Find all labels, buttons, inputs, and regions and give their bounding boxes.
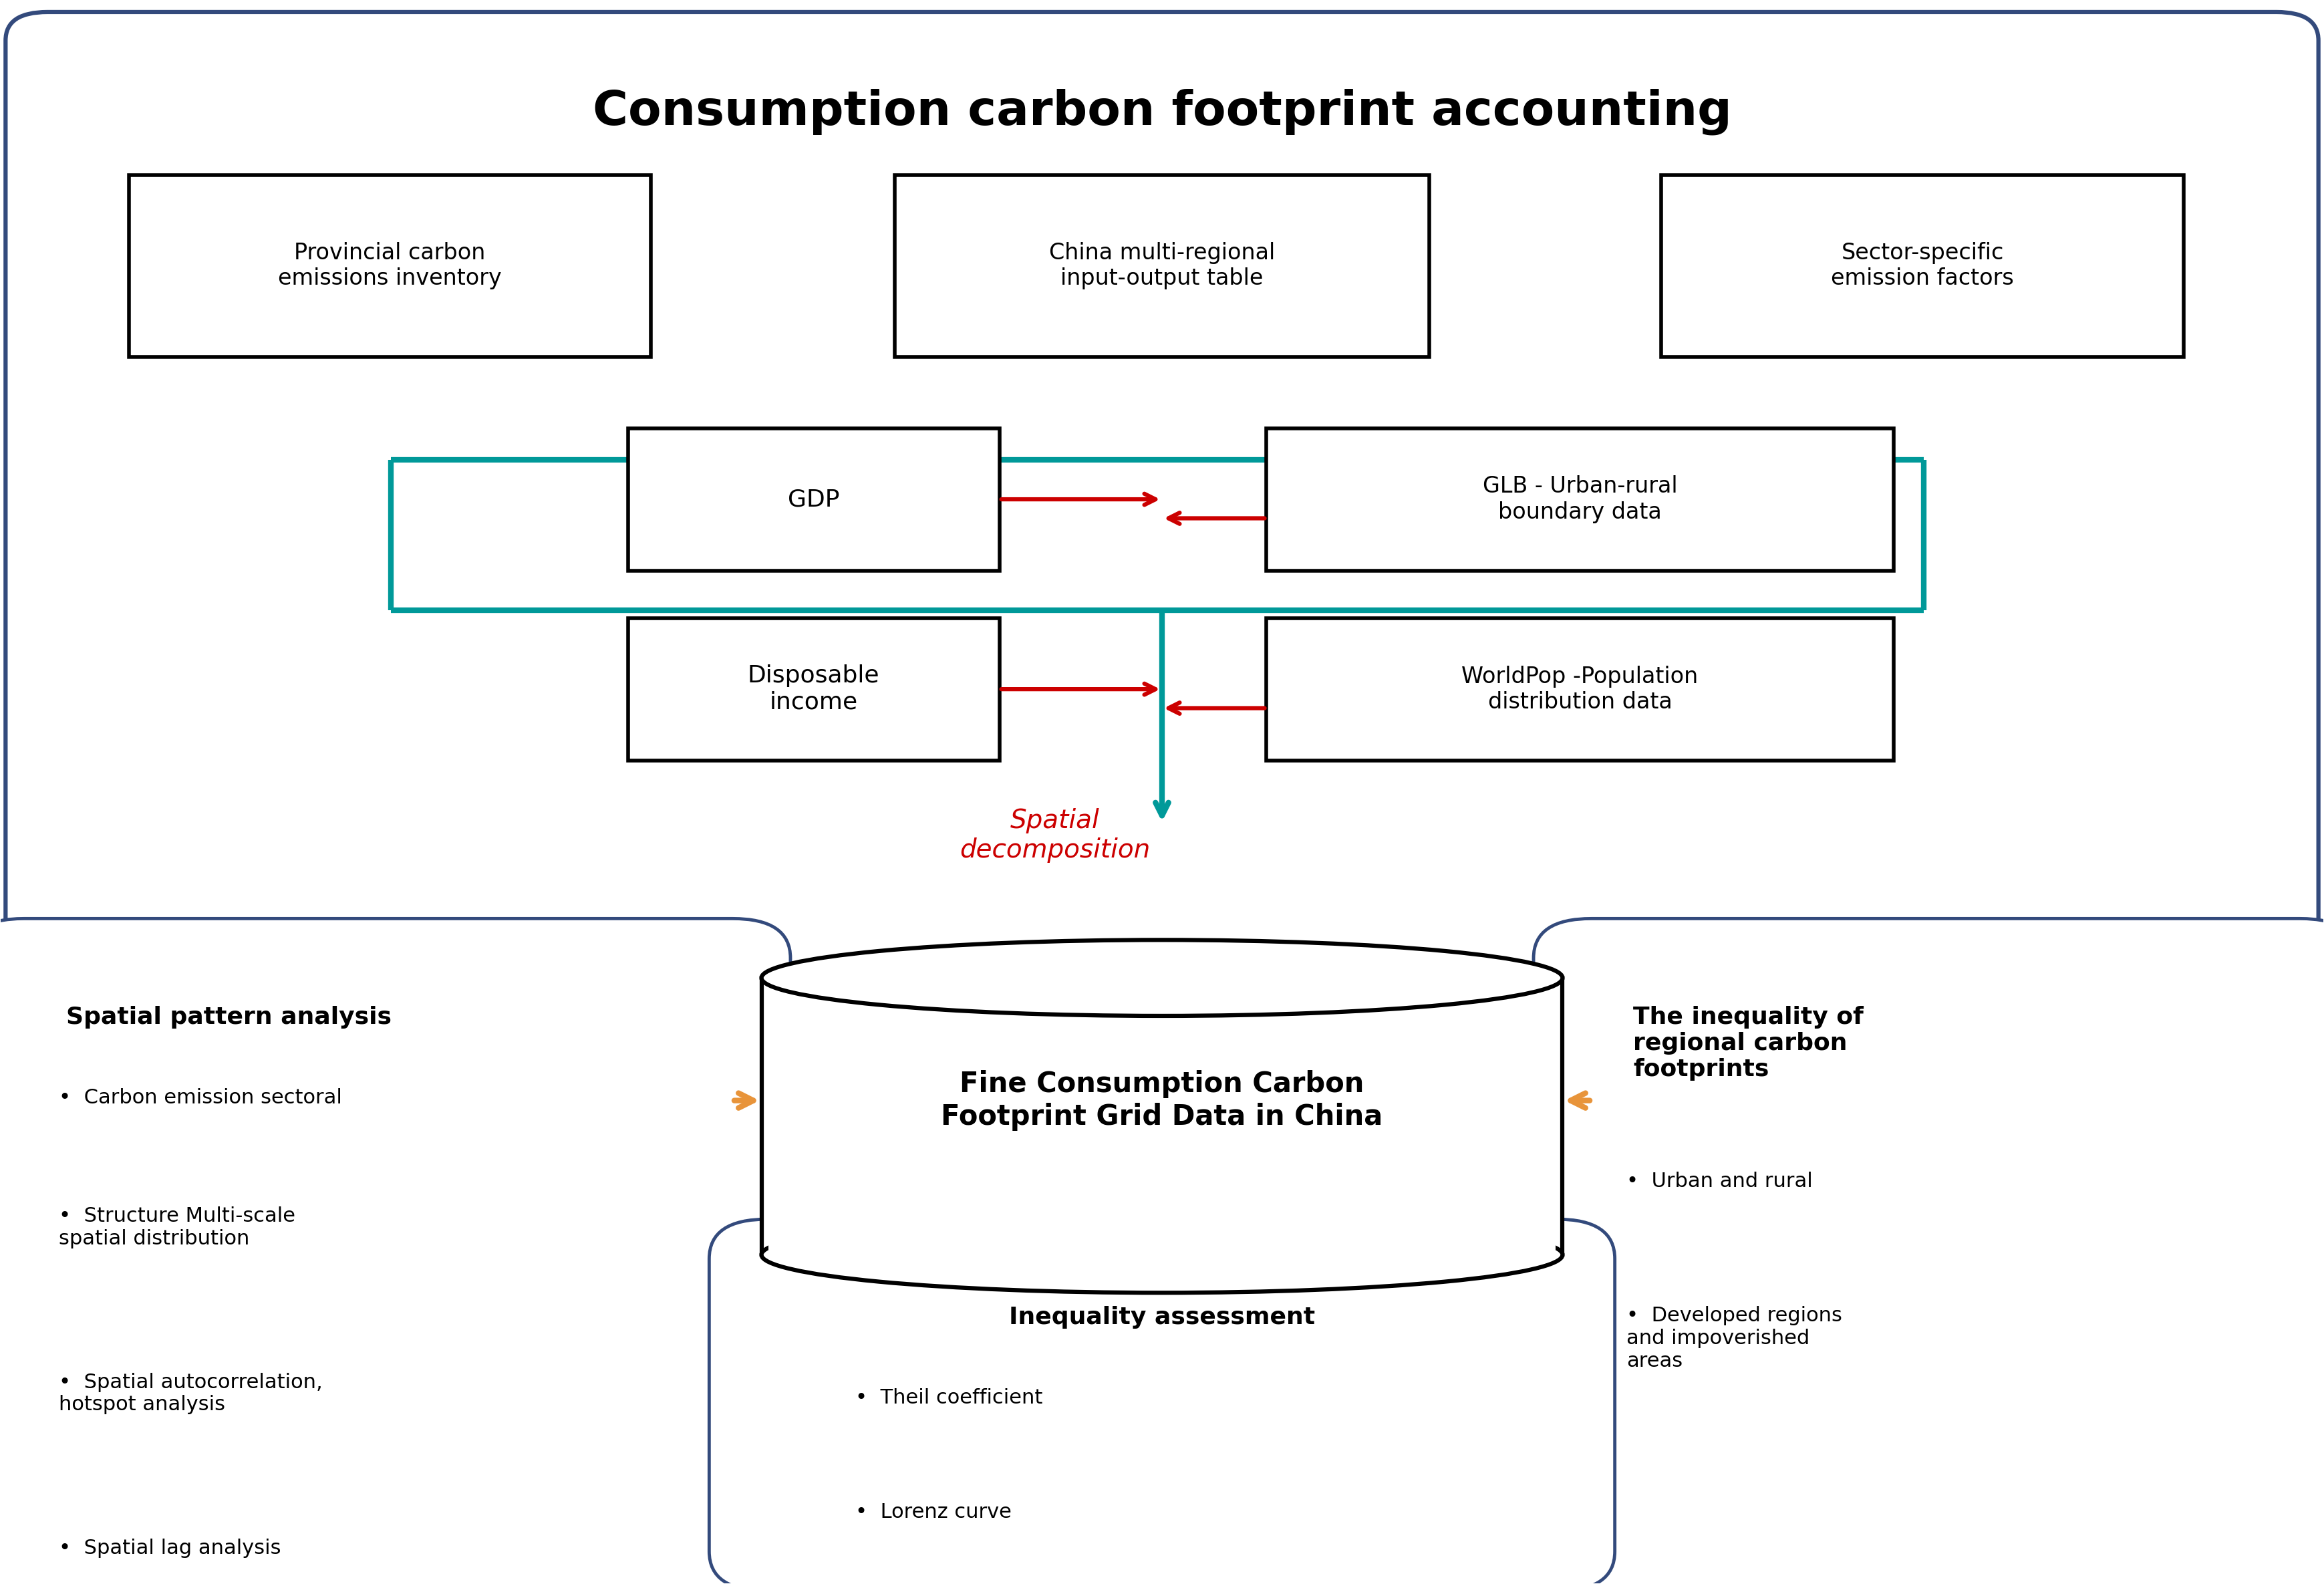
Text: •  Urban and rural: • Urban and rural <box>1627 1172 1813 1191</box>
Bar <box>769 977 1555 1255</box>
Text: Spatial
decomposition: Spatial decomposition <box>960 808 1150 863</box>
Bar <box>1267 428 1894 570</box>
FancyBboxPatch shape <box>709 1220 1615 1584</box>
Text: •  Structure Multi-scale
spatial distribution: • Structure Multi-scale spatial distribu… <box>58 1207 295 1248</box>
Text: GLB - Urban-rural
boundary data: GLB - Urban-rural boundary data <box>1483 475 1678 523</box>
Bar <box>1267 618 1894 760</box>
Ellipse shape <box>762 1217 1562 1293</box>
Text: Provincial carbon
emissions inventory: Provincial carbon emissions inventory <box>279 242 502 290</box>
Text: •  Carbon emission sectoral: • Carbon emission sectoral <box>58 1088 342 1107</box>
FancyBboxPatch shape <box>5 13 2319 987</box>
Bar <box>762 977 1562 1255</box>
Text: •  Lorenz curve: • Lorenz curve <box>855 1502 1011 1522</box>
FancyBboxPatch shape <box>1534 919 2324 1584</box>
Ellipse shape <box>762 939 1562 1015</box>
Bar <box>627 618 999 760</box>
Text: Disposable
income: Disposable income <box>748 665 881 714</box>
Text: •  Developed regions
and impoverished
areas: • Developed regions and impoverished are… <box>1627 1307 1843 1370</box>
Text: The inequality of
regional carbon
footprints: The inequality of regional carbon footpr… <box>1634 1006 1864 1080</box>
Bar <box>128 174 651 356</box>
Text: Spatial pattern analysis: Spatial pattern analysis <box>65 1006 390 1028</box>
Text: Inequality assessment: Inequality assessment <box>1009 1307 1315 1329</box>
Text: •  Spatial autocorrelation,
hotspot analysis: • Spatial autocorrelation, hotspot analy… <box>58 1373 323 1415</box>
Text: Consumption carbon footprint accounting: Consumption carbon footprint accounting <box>593 89 1731 135</box>
FancyBboxPatch shape <box>0 919 790 1584</box>
Text: China multi-regional
input-output table: China multi-regional input-output table <box>1048 242 1276 290</box>
Bar <box>627 428 999 570</box>
Text: •  Spatial lag analysis: • Spatial lag analysis <box>58 1538 281 1559</box>
Text: •  Theil coefficient: • Theil coefficient <box>855 1389 1043 1408</box>
Text: Fine Consumption Carbon
Footprint Grid Data in China: Fine Consumption Carbon Footprint Grid D… <box>941 1071 1383 1131</box>
Bar <box>895 174 1429 356</box>
Text: WorldPop -Population
distribution data: WorldPop -Population distribution data <box>1462 665 1699 713</box>
Bar <box>1662 174 2185 356</box>
Ellipse shape <box>762 939 1562 1015</box>
Text: Sector-specific
emission factors: Sector-specific emission factors <box>1831 242 2015 290</box>
Text: GDP: GDP <box>788 488 839 510</box>
